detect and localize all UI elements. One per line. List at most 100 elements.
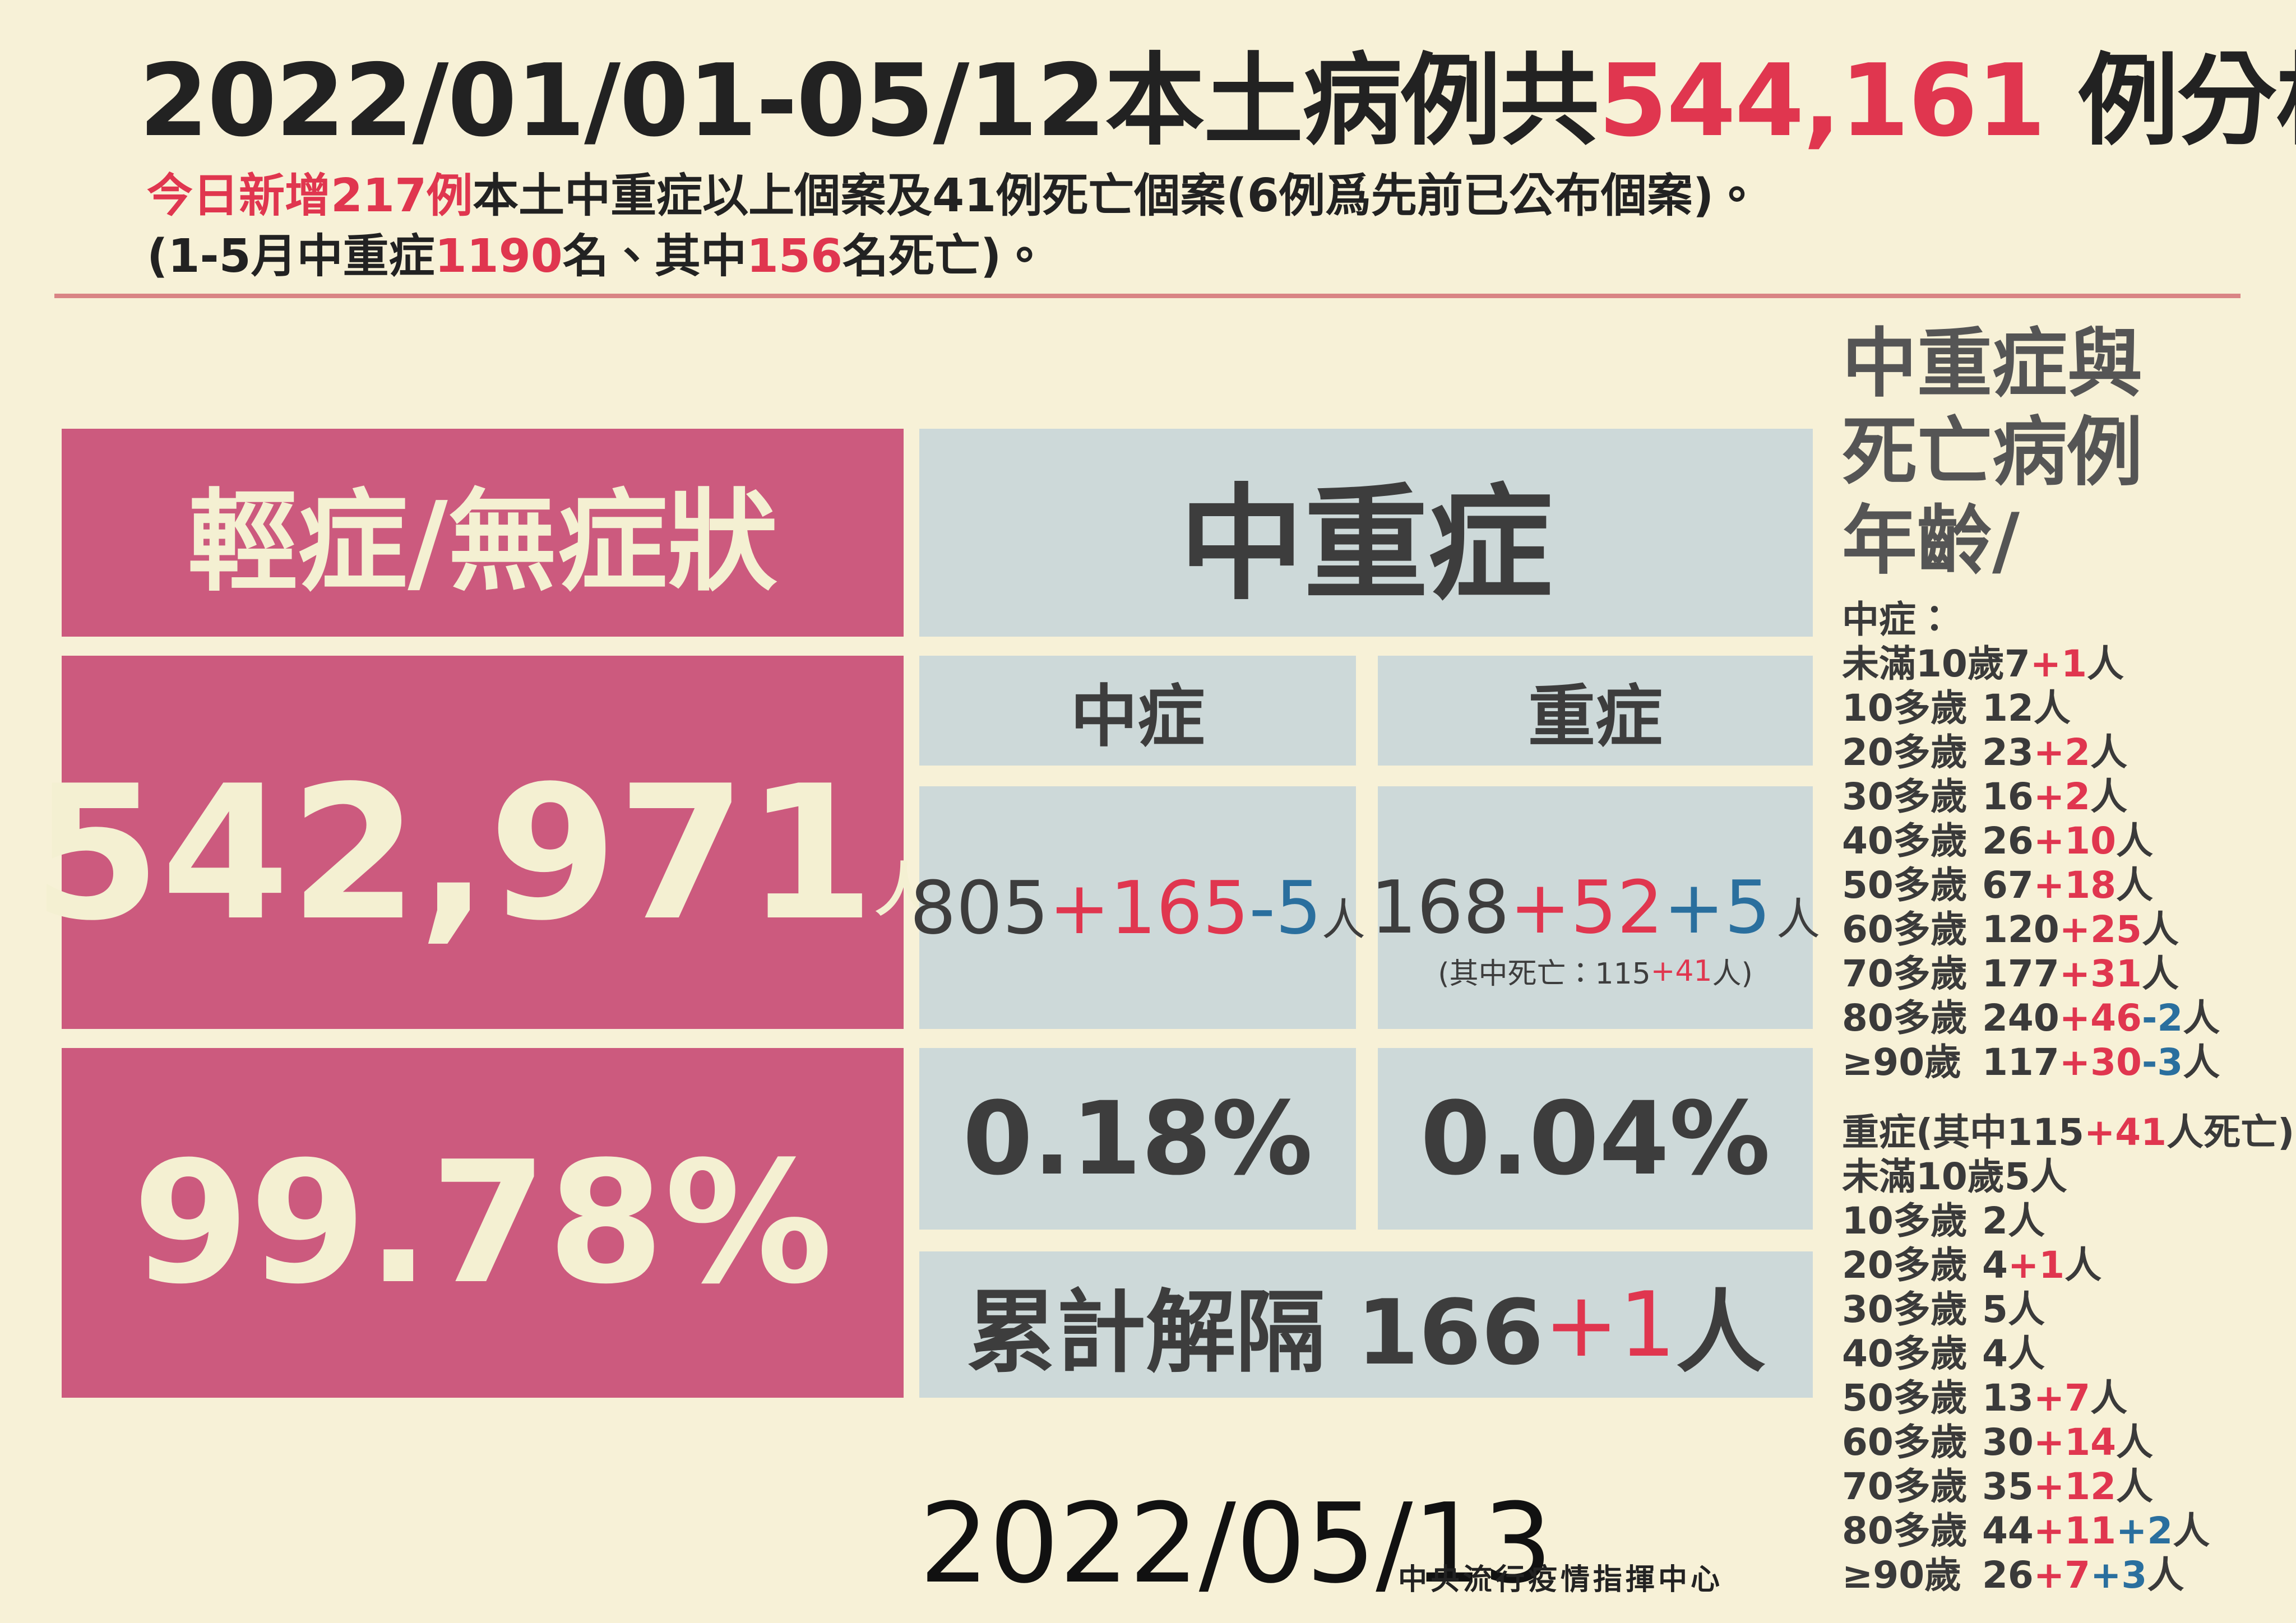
count: 26 bbox=[1982, 819, 2034, 862]
title-text: 2022/01/01-05/12本土病例共 bbox=[139, 43, 1599, 159]
age-row: 未滿10歲7+1人 bbox=[1842, 642, 2124, 686]
count-new: +1 bbox=[2007, 1244, 2065, 1287]
date: 2022/05/13 bbox=[919, 1480, 1553, 1608]
heading-part: +41 bbox=[2084, 1111, 2167, 1154]
count-new: +1 bbox=[2030, 642, 2087, 685]
age-label: 10多歲 bbox=[1842, 687, 1968, 730]
count-new: +46 bbox=[2059, 996, 2142, 1040]
subtitle-highlight: 今日新增217例 bbox=[147, 169, 473, 222]
death-note: (其中死亡：115 +41 人) bbox=[1378, 950, 1813, 992]
divider bbox=[54, 294, 2241, 298]
count-adjust: -5 bbox=[1249, 865, 1322, 950]
age-label: 未滿10歲 bbox=[1842, 1155, 2005, 1198]
title-total: 544,161 bbox=[1598, 43, 2046, 159]
section-heading: 中症： bbox=[1842, 597, 1953, 642]
count-new: +18 bbox=[2033, 864, 2117, 907]
count-prior: +5 bbox=[1663, 865, 1771, 950]
note-text: (其中死亡：115 bbox=[1438, 957, 1651, 991]
age-label: 40多歲 bbox=[1842, 1332, 1968, 1375]
age-label: 50多歲 bbox=[1842, 864, 1968, 907]
mild-percent: 99.78% bbox=[62, 1048, 904, 1398]
section-heading: 重症(其中115+41人死亡)： bbox=[1842, 1110, 2296, 1154]
unit: 人 bbox=[1675, 1279, 1766, 1385]
age-label: 未滿10歲 bbox=[1842, 642, 2005, 685]
mild-heading: 輕症/無症狀 bbox=[62, 429, 904, 637]
unit: 人 bbox=[2033, 687, 2071, 730]
age-label: ≥90歲 bbox=[1842, 1041, 1962, 1084]
age-label: 50多歲 bbox=[1842, 1376, 1968, 1420]
count-adjust: -2 bbox=[2141, 996, 2183, 1040]
count: 177 bbox=[1982, 952, 2059, 995]
count: 12 bbox=[1982, 687, 2034, 730]
unit: 人 bbox=[2116, 1421, 2154, 1464]
age-row: 10多歲 2人 bbox=[1842, 1199, 2045, 1243]
title-text: 例分析 bbox=[2078, 43, 2296, 159]
subtitle-text: (1-5月中重症 bbox=[147, 230, 435, 283]
count: 2 bbox=[1982, 1199, 2008, 1242]
count: 5 bbox=[1982, 1288, 2008, 1331]
age-row: 80多歲 44+11+2人 bbox=[1842, 1509, 2210, 1553]
subtitle: (1-5月中重症1190名、其中156名死亡)。 bbox=[147, 229, 1048, 285]
subtitle-text: 名死亡)。 bbox=[843, 230, 1048, 283]
unit: 人 bbox=[2147, 1554, 2184, 1597]
age-row: 30多歲 16+2人 bbox=[1842, 775, 2127, 819]
age-row: 10多歲 12人 bbox=[1842, 686, 2071, 730]
count-new: +11 bbox=[2033, 1509, 2117, 1552]
unit: 人 bbox=[2116, 1465, 2154, 1508]
count: 16 bbox=[1982, 775, 2034, 818]
unit: 人 bbox=[2030, 1155, 2067, 1198]
age-row: 20多歲 23+2人 bbox=[1842, 730, 2127, 775]
unit: 人 bbox=[2116, 819, 2154, 862]
mild-count-box: 542,971 人 bbox=[32, 656, 933, 1029]
severe-heading: 重症 bbox=[1378, 656, 1813, 766]
count: 4 bbox=[1982, 1332, 2008, 1375]
count-new: +165 bbox=[1049, 865, 1249, 950]
subtitle-highlight: 1190 bbox=[434, 230, 563, 283]
count-new: +2 bbox=[2033, 775, 2091, 818]
title: 2022/01/01-05/12本土病例共544,161 例分析 bbox=[139, 45, 2296, 157]
title-line: 年齡/ bbox=[1842, 497, 2020, 585]
moderate-heading: 中症 bbox=[919, 656, 1356, 766]
count: 35 bbox=[1982, 1465, 2034, 1508]
unit: 人 bbox=[2087, 642, 2124, 685]
count-adjust: -3 bbox=[2141, 1041, 2183, 1084]
count: 23 bbox=[1982, 731, 2034, 774]
age-label: 40多歲 bbox=[1842, 819, 1968, 862]
unit: 人 bbox=[2090, 731, 2128, 774]
age-label: 10多歲 bbox=[1842, 1199, 1968, 1242]
moderate-percent: 0.18% bbox=[919, 1048, 1356, 1230]
count: 4 bbox=[1982, 1244, 2008, 1287]
age-label: 20多歲 bbox=[1842, 1244, 1968, 1287]
count: 5 bbox=[2004, 1155, 2030, 1198]
severe-count-box: 168 +52 +5 人 (其中死亡：115 +41 人) bbox=[1371, 786, 1820, 1029]
count: 240 bbox=[1982, 996, 2059, 1040]
heading-part: 中症： bbox=[1842, 598, 1953, 641]
title-line: 中重症與 bbox=[1842, 320, 2143, 407]
age-row: 50多歲 67+18人 bbox=[1842, 863, 2153, 907]
count-new: +52 bbox=[1510, 865, 1664, 950]
age-label: ≥90歲 bbox=[1842, 1554, 1962, 1597]
age-label: 30多歲 bbox=[1842, 1288, 1968, 1331]
count: 117 bbox=[1982, 1041, 2059, 1084]
organization: 中央流行疫情指揮中心 bbox=[1398, 1563, 1724, 1597]
age-label: 30多歲 bbox=[1842, 775, 1968, 818]
age-label: 70多歲 bbox=[1842, 952, 1968, 995]
count-new: +10 bbox=[2033, 819, 2117, 862]
unit: 人 bbox=[2183, 1041, 2220, 1084]
age-row: 50多歲 13+7人 bbox=[1842, 1376, 2127, 1420]
unit: 人 bbox=[2141, 908, 2179, 951]
count: 120 bbox=[1982, 908, 2059, 951]
subtitle-highlight: 156 bbox=[746, 230, 843, 283]
age-label: 60多歲 bbox=[1842, 1421, 1968, 1464]
title-line: 死亡病例 bbox=[1842, 409, 2143, 496]
age-row: 60多歲 120+25人 bbox=[1842, 907, 2179, 952]
unit: 人 bbox=[1321, 894, 1365, 945]
age-row: 30多歲 5人 bbox=[1842, 1287, 2045, 1332]
age-row: ≥90歲 117+30-3人 bbox=[1842, 1040, 2220, 1084]
count-new: +31 bbox=[2059, 952, 2142, 995]
unit: 人 bbox=[2116, 864, 2154, 907]
count-new: +30 bbox=[2059, 1041, 2142, 1084]
age-row: 80多歲 240+46-2人 bbox=[1842, 996, 2220, 1040]
unit: 人 bbox=[2007, 1332, 2045, 1375]
